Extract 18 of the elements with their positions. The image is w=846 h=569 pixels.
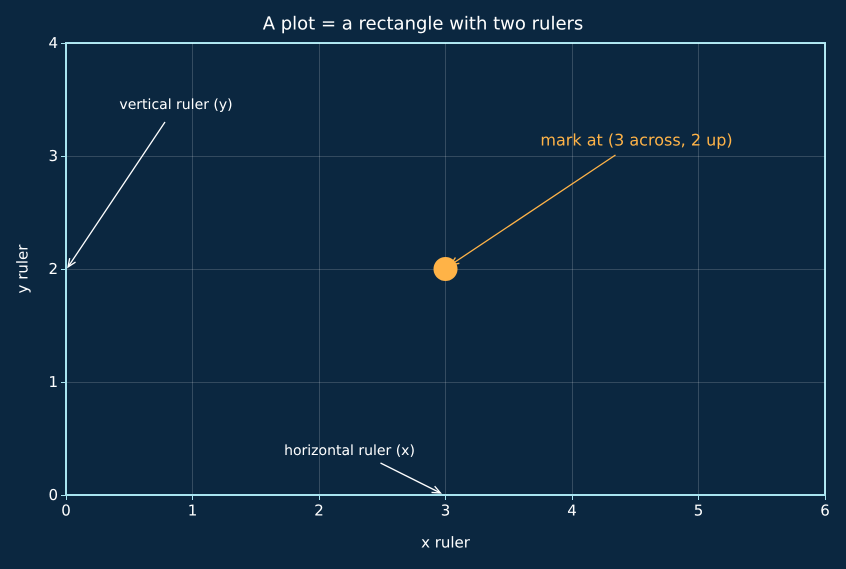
x-tick-label: 2 [314,502,324,520]
x-tick-label: 5 [694,502,704,520]
y-tick-label: 4 [48,34,58,52]
y-tick-label: 2 [48,260,58,278]
x-axis-title: x ruler [421,534,471,552]
chart-title: A plot = a rectangle with two rulers [262,14,584,34]
x-tick-label: 0 [61,502,71,520]
y-tick-label: 0 [48,486,58,504]
x-tick-label: 4 [567,502,577,520]
x-tick-label: 6 [820,502,830,520]
y-axis-title: y ruler [14,244,32,294]
y-tick-label: 3 [48,147,58,165]
x-tick-label: 1 [188,502,198,520]
annotation: vertical ruler (y) [119,97,233,113]
annotation: horizontal ruler (x) [284,443,415,459]
y-tick-label: 1 [48,373,58,391]
x-tick-label: 3 [440,502,450,520]
annotation: mark at (3 across, 2 up) [540,130,733,150]
